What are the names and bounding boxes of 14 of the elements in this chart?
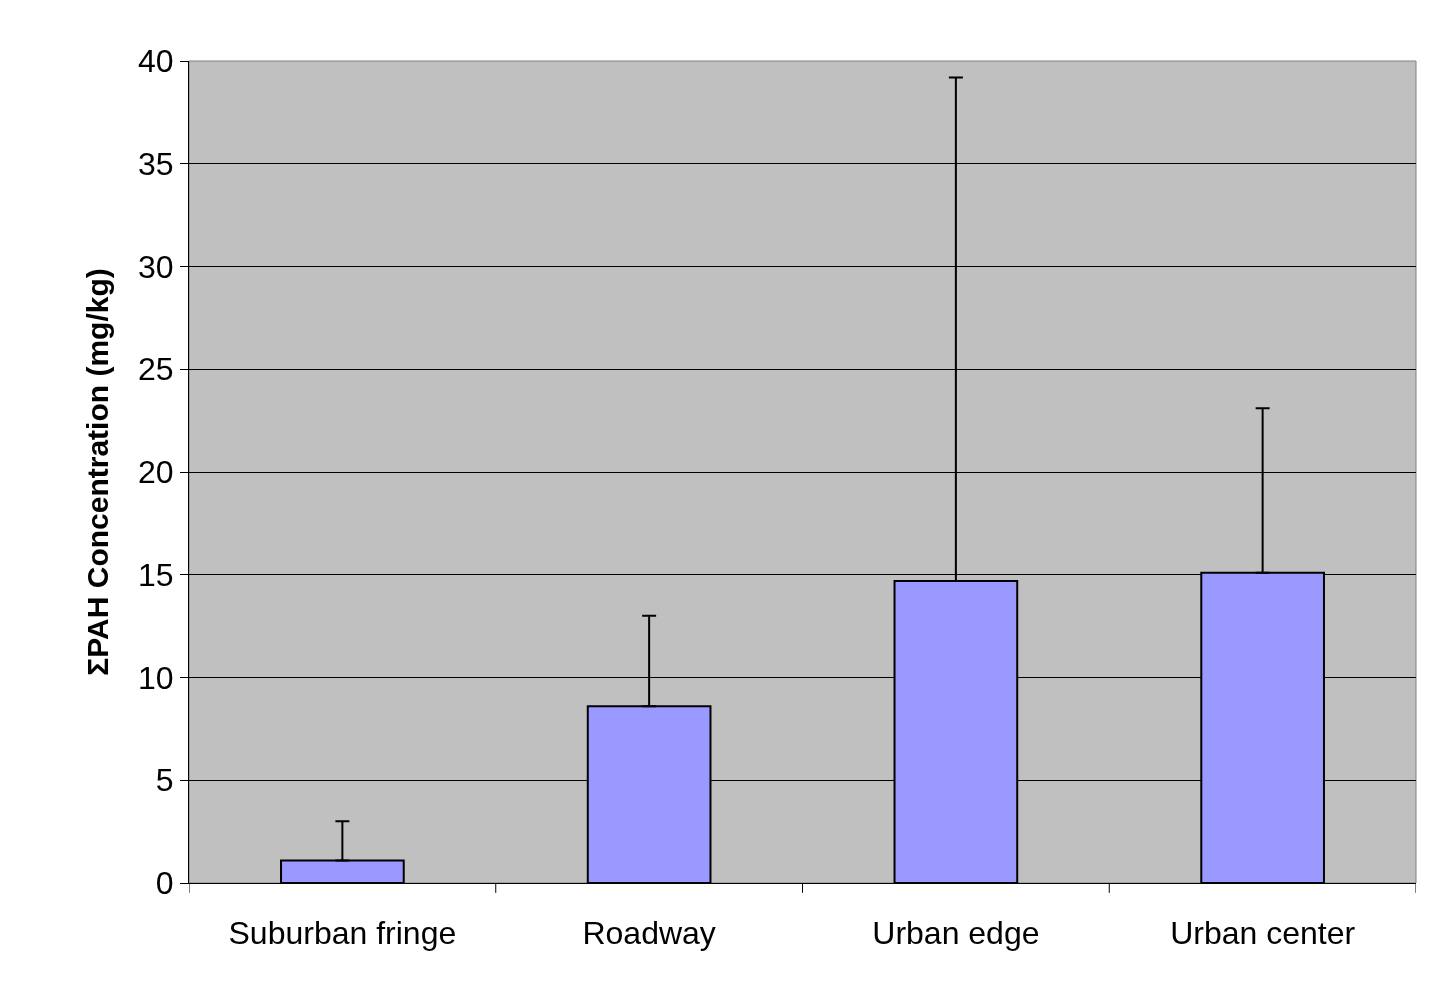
x-tick-label: Suburban fringe [228,915,457,952]
y-tick-label: 0 [155,865,174,902]
y-tick-label: 10 [138,659,174,696]
y-tick-label: 25 [138,351,174,388]
y-tick-label: 35 [138,145,174,182]
x-tick-label: Urban center [1170,915,1356,952]
x-tick-label: Urban edge [872,915,1040,952]
y-tick-label: 5 [155,762,174,799]
y-tick-label: 20 [138,454,174,491]
y-tick-label: 40 [138,43,174,80]
x-tick-label: Roadway [582,915,716,952]
y-axis-title: ΣPAH Concentration (mg/kg) [81,268,115,676]
y-tick-label: 15 [138,556,174,593]
y-tick-label: 30 [138,248,174,285]
